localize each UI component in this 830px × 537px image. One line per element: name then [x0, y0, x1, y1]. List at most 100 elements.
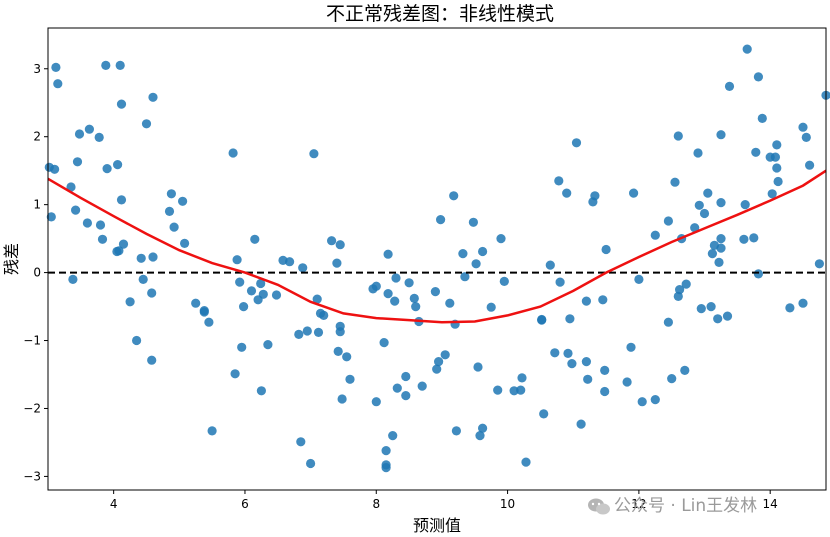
scatter-point [670, 177, 680, 187]
y-axis-ticks: −3 −2 −1 0 1 2 3 [23, 62, 48, 483]
scatter-point [141, 119, 152, 129]
scatter-point [493, 385, 503, 395]
scatter-point [675, 285, 685, 295]
scatter-point [285, 257, 295, 267]
scatter-point [496, 234, 506, 244]
scatter-point [714, 257, 724, 267]
scatter-point [626, 342, 636, 352]
scatter-point [473, 362, 483, 372]
scatter-point [690, 223, 700, 233]
scatter-point [801, 132, 811, 142]
chart-title: 不正常残差图：非线性模式 [326, 3, 554, 25]
scatter-point [600, 386, 610, 397]
scatter-point [471, 259, 481, 269]
scatter-point [798, 298, 808, 308]
scatter-point [337, 394, 347, 404]
scatter-point [773, 176, 783, 187]
scatter-point [667, 374, 677, 384]
scatter-point [576, 419, 586, 429]
scatter-point [417, 381, 427, 391]
scatter-point [327, 236, 337, 246]
scatter-point [239, 302, 249, 312]
scatter-point [138, 274, 148, 284]
scatter-point [545, 260, 555, 270]
scatter-point [97, 234, 108, 244]
scatter-point [333, 346, 343, 356]
scatter-point [306, 458, 316, 469]
wechat-icon [588, 498, 610, 515]
scatter-point [199, 306, 209, 316]
watermark-text: 公众号 · Lin王发林 [614, 496, 757, 516]
scatter-point [634, 274, 644, 284]
scatter-point [271, 290, 282, 300]
scatter-point [772, 163, 782, 173]
scatter-point [598, 295, 608, 305]
scatter-point [256, 278, 266, 289]
scatter-point [499, 276, 509, 286]
scatter-point [207, 426, 217, 436]
scatter-point [164, 206, 175, 216]
scatter-point [798, 122, 808, 132]
scatter-point [458, 249, 468, 259]
scatter-point [600, 365, 610, 375]
scatter-point [401, 391, 411, 401]
scatter-point [707, 249, 718, 259]
scatter-point [296, 437, 306, 447]
scatter-point [742, 44, 752, 54]
scatter-point [814, 259, 825, 269]
scatter-point [256, 386, 266, 396]
scatter-point [757, 113, 767, 123]
scatter-point [136, 253, 146, 263]
marks-layer [44, 44, 830, 473]
scatter-point [517, 373, 527, 383]
scatter-point [753, 269, 764, 279]
scatter-point [125, 297, 135, 307]
x-tick-label: 4 [110, 497, 118, 511]
scatter-point [767, 189, 777, 199]
scatter-point [537, 315, 547, 325]
y-tick-label: −2 [23, 401, 41, 415]
scatter-point [232, 255, 242, 265]
scatter-point [434, 357, 444, 367]
y-tick-label: 1 [33, 198, 41, 212]
scatter-point [440, 350, 450, 360]
scatter-point [101, 60, 111, 70]
scatter-point [335, 240, 345, 250]
scatter-point [250, 234, 260, 244]
scatter-point [313, 327, 324, 337]
scatter-point [71, 205, 81, 215]
scatter-point [581, 296, 592, 306]
scatter-point [94, 132, 104, 142]
scatter-point [132, 335, 142, 346]
scatter-point [722, 311, 733, 321]
scatter-point [345, 374, 355, 384]
scatter-point [302, 326, 312, 336]
scatter-point [409, 293, 419, 303]
scatter-point [716, 198, 726, 208]
scatter-point [50, 164, 60, 174]
scatter-point [663, 216, 674, 226]
scatter-point [383, 249, 393, 259]
scatter-point [258, 289, 268, 299]
scatter-point [235, 277, 245, 287]
scatter-point [772, 140, 782, 150]
scatter-point [571, 138, 582, 148]
scatter-point [381, 446, 391, 456]
scatter-point [694, 200, 704, 210]
scatter-point [478, 423, 488, 433]
scatter-point [716, 243, 726, 253]
scatter-point [478, 246, 488, 257]
scatter-point [805, 160, 815, 170]
scatter-point [72, 157, 83, 167]
scatter-point [562, 188, 572, 198]
x-axis-label: 预测值 [413, 516, 461, 535]
y-tick-label: −3 [23, 469, 41, 483]
scatter-point [770, 152, 781, 162]
scatter-point [663, 317, 674, 327]
scatter-point [555, 277, 565, 287]
scatter-point [486, 302, 496, 312]
scatter-point [432, 364, 442, 374]
scatter-point [650, 395, 660, 405]
scatter-point [590, 191, 600, 201]
scatter-point [95, 220, 106, 230]
